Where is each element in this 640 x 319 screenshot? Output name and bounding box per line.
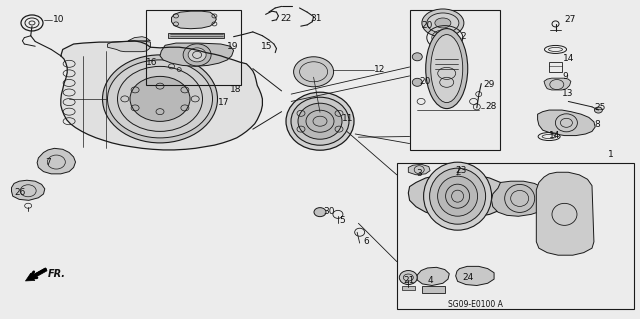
Ellipse shape — [435, 18, 451, 28]
Polygon shape — [456, 266, 494, 286]
Polygon shape — [492, 181, 549, 216]
Text: 20: 20 — [421, 21, 433, 30]
Ellipse shape — [429, 168, 486, 224]
Ellipse shape — [438, 176, 477, 216]
Text: 13: 13 — [562, 89, 573, 98]
Text: 23: 23 — [456, 166, 467, 175]
Text: 11: 11 — [342, 114, 354, 123]
Polygon shape — [12, 180, 45, 200]
Ellipse shape — [412, 53, 422, 61]
Ellipse shape — [118, 66, 202, 131]
Text: 28: 28 — [485, 102, 497, 111]
Ellipse shape — [427, 13, 459, 33]
Ellipse shape — [422, 9, 464, 37]
Text: 4: 4 — [428, 276, 433, 285]
Ellipse shape — [424, 162, 492, 230]
Ellipse shape — [412, 78, 422, 86]
Text: 16: 16 — [146, 58, 157, 67]
Bar — [549, 62, 562, 72]
Text: 19: 19 — [227, 42, 239, 51]
Text: SG09-E0100 A: SG09-E0100 A — [448, 300, 503, 309]
Polygon shape — [108, 41, 150, 52]
Bar — [422, 286, 445, 293]
Text: FR.: FR. — [48, 269, 66, 279]
Text: 15: 15 — [261, 42, 273, 51]
Ellipse shape — [102, 55, 218, 143]
Ellipse shape — [314, 208, 326, 217]
Text: 2: 2 — [461, 32, 467, 41]
Text: 3: 3 — [416, 169, 422, 178]
Ellipse shape — [426, 29, 468, 108]
Ellipse shape — [108, 60, 212, 138]
Text: 31: 31 — [310, 14, 322, 23]
Ellipse shape — [291, 97, 349, 145]
Text: 9: 9 — [562, 72, 568, 81]
Bar — [397, 163, 634, 309]
Bar — [402, 286, 415, 290]
Polygon shape — [172, 11, 216, 29]
Ellipse shape — [595, 107, 602, 113]
Text: 14: 14 — [549, 131, 561, 140]
Bar — [146, 10, 241, 85]
Polygon shape — [538, 110, 595, 136]
Text: 18: 18 — [230, 85, 242, 94]
Text: 7: 7 — [45, 158, 51, 167]
Polygon shape — [536, 172, 594, 255]
Ellipse shape — [399, 271, 417, 285]
Bar — [410, 10, 500, 150]
Text: 8: 8 — [594, 120, 600, 129]
Text: 6: 6 — [364, 237, 369, 246]
Polygon shape — [408, 164, 430, 175]
Text: 20: 20 — [419, 77, 431, 86]
Ellipse shape — [130, 76, 190, 122]
Ellipse shape — [286, 92, 354, 150]
Text: 30: 30 — [323, 207, 335, 216]
Ellipse shape — [298, 103, 342, 139]
Ellipse shape — [294, 57, 333, 87]
Polygon shape — [408, 174, 509, 218]
Polygon shape — [160, 43, 234, 66]
Ellipse shape — [188, 48, 206, 62]
Text: 22: 22 — [280, 14, 292, 23]
Polygon shape — [37, 148, 76, 174]
Text: 21: 21 — [403, 276, 415, 285]
Polygon shape — [417, 267, 449, 286]
Text: 1: 1 — [608, 150, 614, 159]
Text: 14: 14 — [563, 54, 575, 63]
Text: 17: 17 — [218, 98, 229, 107]
Text: 5: 5 — [339, 216, 345, 225]
Text: 27: 27 — [564, 15, 576, 24]
Polygon shape — [544, 78, 571, 90]
Polygon shape — [128, 37, 150, 41]
Ellipse shape — [431, 34, 463, 103]
Text: 29: 29 — [483, 80, 495, 89]
Text: 10: 10 — [52, 15, 64, 24]
Text: 12: 12 — [374, 65, 386, 74]
Polygon shape — [168, 33, 224, 38]
Text: 26: 26 — [14, 189, 26, 197]
Text: 24: 24 — [462, 273, 474, 282]
Polygon shape — [61, 41, 262, 150]
Ellipse shape — [183, 44, 211, 66]
Text: 25: 25 — [594, 103, 605, 112]
